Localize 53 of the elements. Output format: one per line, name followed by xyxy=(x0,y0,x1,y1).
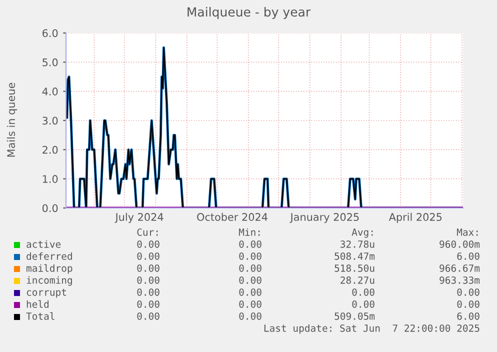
x-tick-label: January 2025 xyxy=(290,213,359,223)
y-tick-label: 3.0 xyxy=(42,116,58,125)
text: 0.00 xyxy=(137,300,160,308)
text: Avg: xyxy=(352,228,373,238)
text: Min: xyxy=(238,228,260,236)
text: 0.00 xyxy=(137,252,160,260)
text: 0.00 xyxy=(137,264,160,272)
text: 6.00 xyxy=(457,312,480,320)
text: 28.27u xyxy=(340,276,374,284)
legend-label: deferred xyxy=(26,252,72,260)
legend-label: corrupt xyxy=(26,288,66,298)
text: 0.00 xyxy=(137,312,160,320)
text: 508.47m xyxy=(334,252,375,260)
text: 0.00 xyxy=(457,288,480,296)
y-tick-label: 5.0 xyxy=(42,58,58,66)
text: 0.00 xyxy=(239,264,262,272)
legend-label: active xyxy=(26,240,61,248)
text: 966.67m xyxy=(440,264,480,272)
x-tick-label: April 2025 xyxy=(388,212,442,223)
text: 518.50u xyxy=(334,264,374,272)
text: 0.00 xyxy=(457,300,480,308)
text: 0.00 xyxy=(137,240,160,248)
y-tick-label: 4.0 xyxy=(42,88,58,96)
y-tick-label: 1.0 xyxy=(42,175,58,183)
y-tick-label: 6.0 xyxy=(42,29,58,38)
y-tick-label: 0.0 xyxy=(42,204,58,212)
text: 0.00 xyxy=(239,312,262,320)
x-tick-label: October 2024 xyxy=(197,212,268,221)
text: 6.00 xyxy=(457,252,480,260)
legend-label: held xyxy=(26,300,49,308)
text: Last update: Sat Jun 7 22:00:00 2025 xyxy=(264,324,480,334)
text: 0.00 xyxy=(239,252,262,260)
legend-label: maildrop xyxy=(26,264,72,274)
y-axis-title: Mails in queue xyxy=(6,82,18,157)
text: 509.05m xyxy=(334,312,375,320)
text: 963.33m xyxy=(440,276,480,284)
text: 0.00 xyxy=(352,300,374,308)
legend-label: Total xyxy=(26,312,54,320)
y-tick-label: 2.0 xyxy=(42,146,58,154)
text: Max: xyxy=(456,228,478,236)
text: 0.00 xyxy=(137,276,160,284)
text: 32.78u xyxy=(340,240,374,248)
text: 960.00m xyxy=(440,240,480,248)
legend-label: incoming xyxy=(26,276,72,286)
text: 0.00 xyxy=(352,288,374,296)
chart-title: Mailqueue - by year xyxy=(188,6,311,20)
text: Cur: xyxy=(137,228,158,236)
text: 0.00 xyxy=(239,276,262,284)
text: 0.00 xyxy=(239,240,262,248)
x-tick-label: July 2024 xyxy=(114,212,164,223)
text: 0.00 xyxy=(239,288,262,296)
text: 0.00 xyxy=(137,288,160,296)
text: 0.00 xyxy=(239,300,262,308)
